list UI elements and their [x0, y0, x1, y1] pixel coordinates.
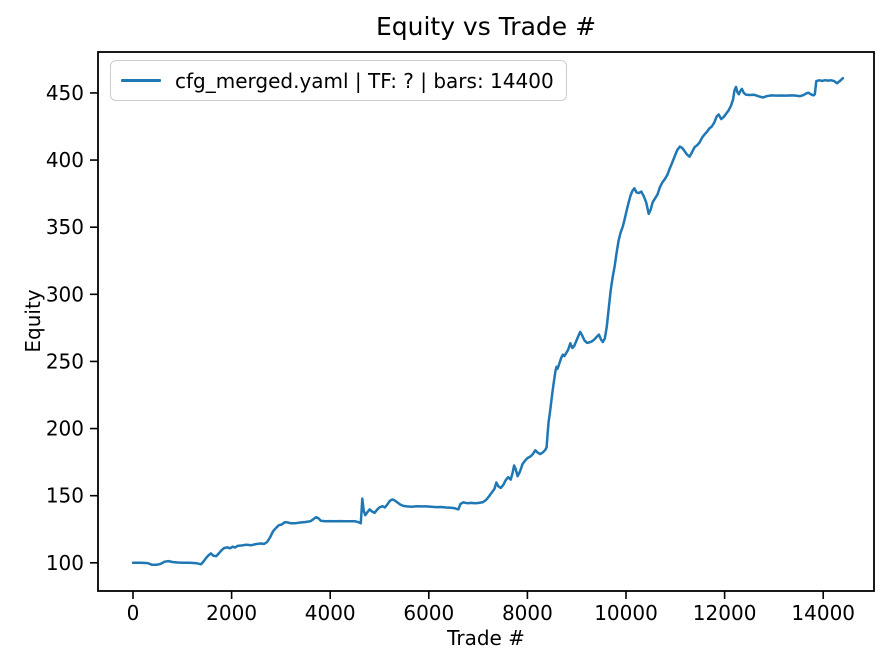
- x-tick-label: 2000: [206, 601, 257, 625]
- y-tick-label: 100: [46, 551, 84, 575]
- x-tick-label: 4000: [305, 601, 356, 625]
- y-tick-label: 300: [46, 282, 84, 306]
- y-axis-label: Equity: [21, 289, 45, 353]
- x-axis-label: Trade #: [447, 626, 525, 650]
- equity-line: [131, 76, 845, 567]
- y-tick-label: 350: [46, 215, 84, 239]
- axes-frame: [97, 51, 875, 592]
- x-tick-label: 8000: [502, 601, 553, 625]
- legend: cfg_merged.yaml | TF: ? | bars: 14400: [110, 60, 567, 101]
- y-tick-label: 150: [46, 484, 84, 508]
- y-tick-label: 450: [46, 81, 84, 105]
- x-tick-label: 6000: [403, 601, 454, 625]
- y-tick-label: 400: [46, 148, 84, 172]
- chart-title: Equity vs Trade #: [375, 12, 597, 41]
- x-tick-label: 0: [127, 601, 140, 625]
- x-tick-label: 10000: [594, 601, 658, 625]
- x-tick-label: 12000: [693, 601, 757, 625]
- x-tick-label: 14000: [791, 601, 855, 625]
- y-tick-label: 250: [46, 349, 84, 373]
- legend-line-swatch: [121, 78, 161, 83]
- legend-label: cfg_merged.yaml | TF: ? | bars: 14400: [175, 68, 554, 93]
- y-tick-label: 200: [46, 417, 84, 441]
